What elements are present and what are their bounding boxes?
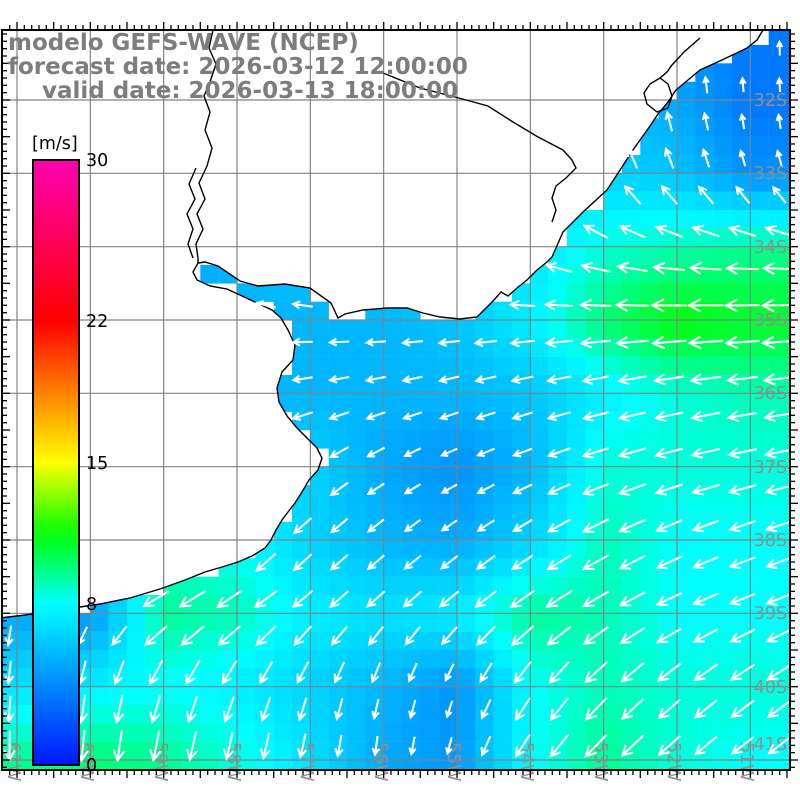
lat-label: 37S: [754, 458, 787, 478]
colorbar-gradient: [32, 159, 80, 766]
lat-label: 32S: [754, 91, 787, 111]
colorbar-unit-label: [m/s]: [32, 134, 78, 154]
coastline: [2, 30, 764, 619]
lon-label: 57W: [296, 742, 316, 782]
map-frame: [1, 22, 798, 778]
forecast-date-line: forecast date: 2026-03-12 12:00:00: [8, 54, 468, 80]
colorbar-tick-label: 30: [86, 151, 108, 171]
colorbar-tick-label: 15: [86, 454, 108, 474]
lat-label: 35S: [754, 311, 787, 331]
graticule: [2, 30, 790, 770]
colorbar-tick-label: 8: [86, 595, 97, 615]
wind-direction-arrows: [3, 39, 790, 763]
colorbar-tick-label: 22: [86, 312, 108, 332]
colorbar: [m/s] 30 22 15 8 0: [32, 134, 108, 776]
colorbar-tick-label: 0: [86, 756, 97, 776]
lat-label: 41S: [754, 735, 787, 755]
lon-label: 61W: [3, 742, 23, 782]
lat-label: 38S: [754, 531, 787, 551]
valid-date-line: valid date: 2026-03-13 18:00:00: [42, 78, 459, 104]
model-title: modelo GEFS-WAVE (NCEP): [8, 30, 359, 56]
lat-label: 34S: [754, 238, 787, 258]
lat-label: 36S: [754, 384, 787, 404]
lat-label: 40S: [754, 678, 787, 698]
lon-label: 58W: [223, 742, 243, 782]
lon-label: 53W: [590, 742, 610, 782]
lon-label: 54W: [516, 742, 536, 782]
lon-label: 60W: [76, 742, 96, 782]
lat-label: 39S: [754, 604, 787, 624]
lat-label: 33S: [754, 164, 787, 184]
